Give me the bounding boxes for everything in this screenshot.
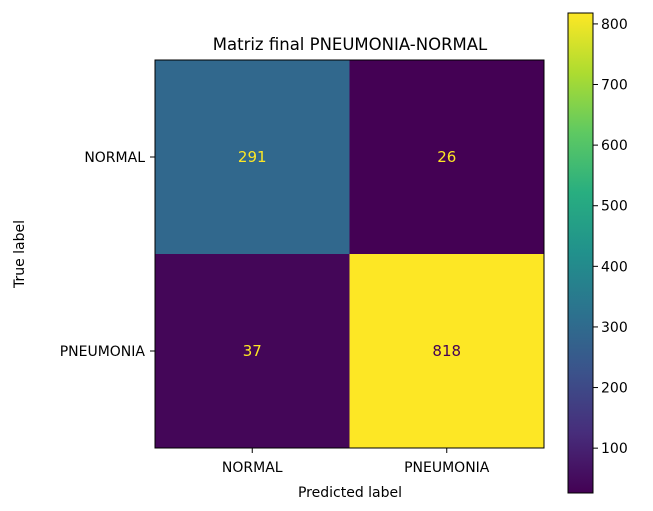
y-axis-ticks: NORMAL PNEUMONIA — [60, 150, 155, 360]
colorbar-tick-label: 500 — [601, 199, 628, 215]
x-axis-ticks: NORMAL PNEUMONIA — [222, 448, 490, 476]
colorbar-tick-label: 800 — [601, 17, 628, 33]
x-tick-label: NORMAL — [222, 460, 283, 476]
colorbar — [567, 12, 594, 494]
colorbar-tick-label: 700 — [601, 78, 628, 94]
matrix-cell — [155, 254, 350, 449]
y-tick-label: PNEUMONIA — [60, 344, 146, 360]
matrix-cells — [155, 60, 545, 449]
x-tick-label: PNEUMONIA — [404, 460, 490, 476]
colorbar-tick-label: 600 — [601, 138, 628, 154]
x-axis-label: Predicted label — [298, 485, 402, 501]
matrix-cell — [155, 60, 350, 255]
cell-value-label: 818 — [432, 342, 461, 360]
colorbar-tick-label: 400 — [601, 259, 628, 275]
matrix-cell-labels: 291 26 37 818 — [238, 148, 461, 360]
cell-value-label: 37 — [243, 342, 262, 360]
colorbar-tick-label: 300 — [601, 320, 628, 336]
matrix-cell — [349, 254, 545, 449]
matrix-cell — [349, 60, 545, 255]
y-axis-label: True label — [12, 220, 28, 289]
cell-value-label: 26 — [437, 148, 456, 166]
plot-frame — [154, 59, 545, 449]
chart-title: Matriz final PNEUMONIA-NORMAL — [213, 35, 488, 54]
colorbar-ticks: 100 200 300 400 500 600 700 800 — [593, 17, 628, 457]
cell-value-label: 291 — [238, 148, 267, 166]
colorbar-tick-label: 100 — [601, 441, 628, 457]
colorbar-tick-label: 200 — [601, 381, 628, 397]
y-tick-label: NORMAL — [84, 150, 145, 166]
